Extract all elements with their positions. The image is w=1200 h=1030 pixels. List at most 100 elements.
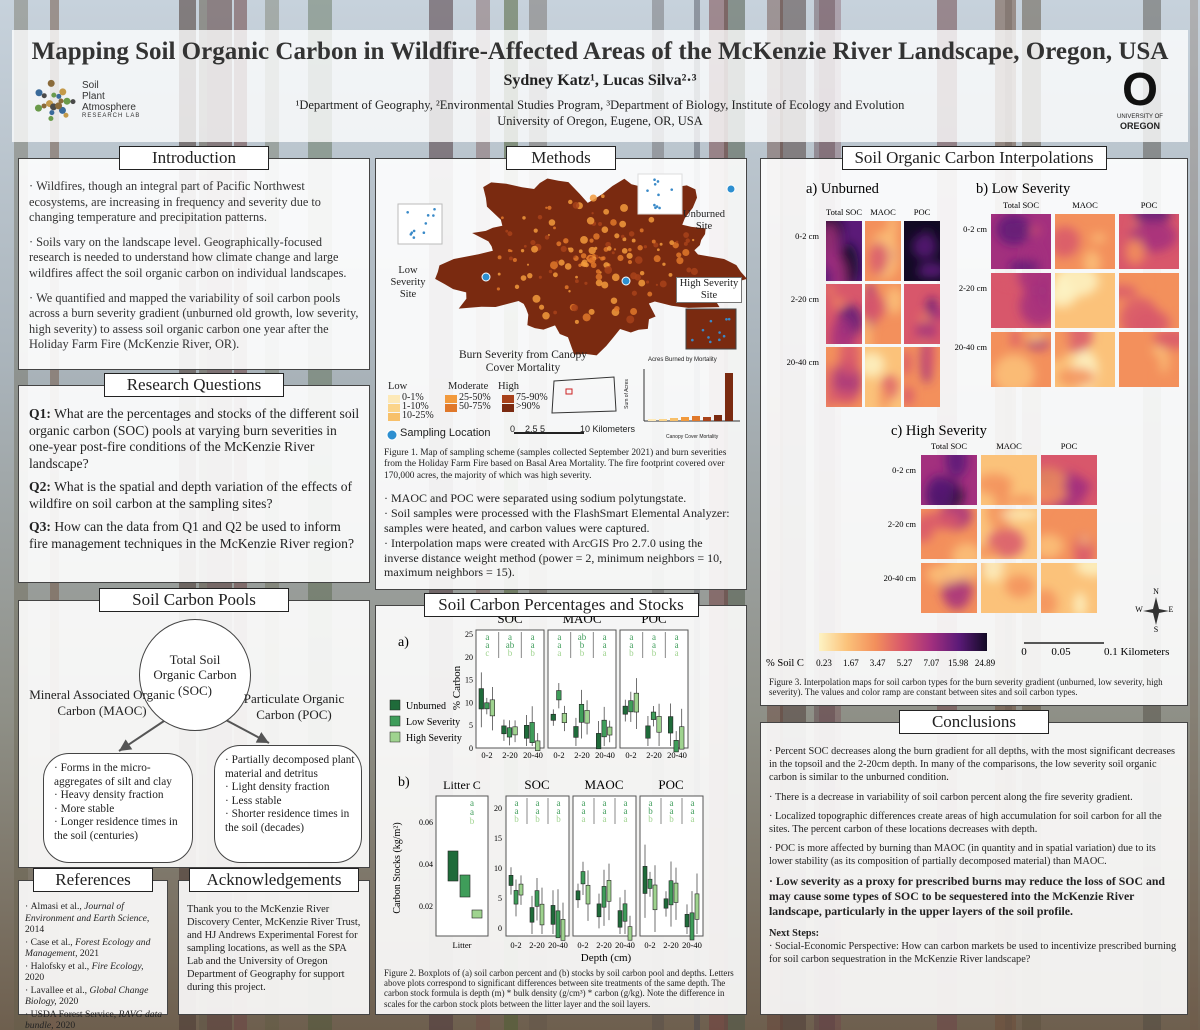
column-label: Total SOC (826, 207, 862, 217)
severity-patch (628, 247, 632, 252)
map-cell (1055, 214, 1115, 269)
cell-blob (865, 317, 871, 344)
cell-blob (1057, 367, 1096, 387)
map-cell (1119, 214, 1179, 269)
reference-authors: Halofsky et al., (30, 960, 90, 972)
row-label: 20-40 cm (787, 357, 820, 367)
severity-patch (574, 319, 579, 324)
map-cell (826, 284, 862, 344)
severity-patch (537, 214, 543, 220)
severity-patch (588, 246, 596, 255)
severity-patch (497, 272, 501, 276)
inset-dot (701, 328, 705, 332)
reference: Almasi et al., Journal of Environment an… (25, 901, 163, 936)
carbon-pools-box: Total Soil Organic Carbon (SOC) Mineral A… (18, 600, 370, 868)
x-tick-label: 20-40 (595, 750, 615, 760)
severity-patch (563, 238, 569, 244)
cell-blob (1008, 260, 1041, 269)
cell-blob (998, 273, 1021, 285)
cell-blob (1075, 563, 1097, 577)
boxplot-box (668, 716, 674, 734)
cell-texture (921, 509, 977, 559)
boxplot-box (501, 725, 507, 735)
cell-blob (926, 347, 935, 373)
severity-patch (564, 285, 569, 290)
map-cell (826, 221, 862, 281)
acknowledgements-box: Thank you to the McKenzie River Discover… (178, 880, 370, 1015)
cell-blob (1073, 592, 1087, 613)
significance-letter: a (557, 798, 561, 808)
boxplot-box (647, 878, 653, 889)
inset-bar (670, 418, 678, 421)
severity-patch (585, 257, 589, 260)
legend-label: Unburned (406, 701, 446, 712)
inset-dot (424, 222, 428, 225)
reference-authors: Almasi et al., (30, 901, 82, 912)
cell-blob (981, 563, 1004, 582)
severity-patch (622, 237, 627, 242)
reference: Lavallee et al., Global Change Biology, … (25, 985, 163, 1008)
scale-label: 2.5 (525, 424, 538, 434)
severity-patch (610, 297, 618, 304)
cell-texture (1041, 467, 1092, 505)
facet-panel (619, 629, 689, 749)
total-soc-label: Total Soil Organic Carbon (SOC) (153, 651, 237, 698)
significance-letter: a (582, 814, 586, 824)
map-cell (1055, 273, 1115, 328)
acknowledgements-text: Thank you to the McKenzie River Discover… (187, 904, 361, 993)
conclusions-box: Percent SOC decreases along the burn gra… (760, 722, 1188, 1015)
significance-letter: a (536, 798, 540, 808)
compass-star (1143, 597, 1169, 625)
logo-dot (63, 112, 69, 118)
cell-blob (1055, 273, 1069, 300)
research-questions-box: Q1: What are the percentages and stocks … (18, 385, 370, 583)
severity-patch (653, 255, 661, 263)
severity-patch (685, 238, 690, 243)
research-questions-body: Q1: What are the percentages and stocks … (29, 406, 361, 560)
map-cell (991, 332, 1051, 387)
inset-bar (681, 417, 689, 421)
cell-blob (915, 321, 938, 340)
legend-swatch (388, 404, 400, 412)
severity-patch (668, 272, 673, 277)
logo-dot (59, 88, 67, 96)
boxplot-box (585, 884, 591, 905)
significance-letter: a (531, 632, 535, 642)
cell-blob (1041, 534, 1064, 559)
inset-dot (691, 338, 694, 342)
boxplot-box (656, 716, 662, 733)
x-tick-label: 0-2 (577, 940, 588, 950)
y-tick-label: 20 (494, 804, 502, 813)
inset-dot (409, 233, 413, 236)
cell-blob (1041, 588, 1058, 613)
boxplot-box (606, 880, 612, 902)
inset-dot (658, 206, 661, 210)
x-tick-label: 2-20 (663, 940, 679, 950)
question-text: How can the data from Q1 and Q2 be used … (29, 519, 354, 552)
x-tick-label: 2-20 (529, 940, 545, 950)
significance-letter: b (652, 648, 657, 658)
severity-patch (627, 259, 633, 265)
section-heading: Soil Carbon Pools (99, 588, 289, 612)
map-cell (1119, 332, 1179, 387)
boxplot-box (684, 914, 690, 928)
cell-texture (981, 563, 1035, 598)
significance-letter: a (557, 640, 561, 650)
severity-patch (626, 252, 633, 259)
map-cell (865, 221, 901, 281)
severity-patch (646, 280, 650, 284)
severity-patch (582, 262, 588, 268)
severity-patch (520, 275, 527, 281)
cell-blob (830, 317, 855, 344)
severity-patch (639, 228, 644, 233)
significance-letter: b (508, 648, 513, 658)
cell-texture (1055, 226, 1106, 269)
significance-letter: a (624, 806, 628, 816)
severity-patch (580, 235, 588, 244)
severity-patch (630, 308, 638, 315)
severity-patch (496, 287, 500, 291)
cell-blob (981, 473, 1013, 496)
significance-letter: b (580, 648, 585, 658)
severity-patch (553, 226, 556, 230)
severity-patch (593, 233, 600, 240)
